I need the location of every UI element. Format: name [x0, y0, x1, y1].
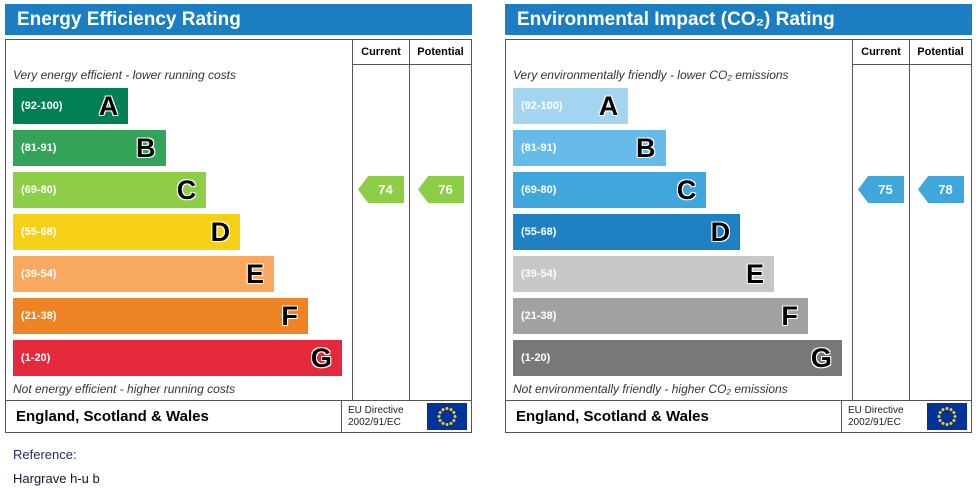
co2-potential-value: 78 [938, 182, 953, 197]
energy-band-b: (81-91) B [13, 130, 166, 166]
co2-bands-area: Very environmentally friendly - lower CO… [506, 40, 852, 400]
co2-band-b: (81-91) B [513, 130, 666, 166]
band-range-label: (55-68) [521, 226, 557, 238]
energy-current-column: Current 74 [352, 40, 409, 400]
band-letter: D [710, 216, 731, 247]
energy-potential-arrow: 76 [418, 176, 464, 203]
co2-top-caption: Very environmentally friendly - lower CO… [513, 68, 789, 82]
co2-rating-chart: Very environmentally friendly - lower CO… [505, 39, 972, 433]
band-range-label: (21-38) [21, 310, 57, 322]
co2-band-e: (39-54) E [513, 256, 775, 292]
current-column-header: Current [353, 40, 409, 65]
band-range-label: (1-20) [521, 352, 551, 364]
energy-band-g: (1-20) G [13, 340, 342, 376]
eu-flag-icon [427, 403, 467, 430]
energy-band-d: (55-68) D [13, 214, 241, 250]
co2-current-column: Current 75 [852, 40, 909, 400]
energy-current-arrow: 74 [358, 176, 404, 203]
eu-flag-icon [927, 403, 967, 430]
co2-panel-title: Environmental Impact (CO₂) Rating [505, 4, 972, 35]
band-letter: G [810, 342, 832, 373]
energy-chart-footer: England, Scotland & Wales EU Directive 2… [6, 400, 471, 432]
eu-directive-label: EU Directive 2002/91/EC [348, 404, 404, 428]
energy-panel-title: Energy Efficiency Rating [5, 4, 472, 35]
band-letter: D [210, 216, 231, 247]
reference-label: Reference: [13, 447, 77, 462]
band-range-label: (39-54) [21, 268, 57, 280]
band-range-label: (81-91) [521, 142, 557, 154]
band-range-label: (69-80) [521, 184, 557, 196]
co2-band-d: (55-68) D [513, 214, 741, 250]
co2-band-c: (69-80) C [513, 172, 707, 208]
band-range-label: (81-91) [21, 142, 57, 154]
band-letter: C [176, 174, 197, 205]
co2-current-arrow: 75 [858, 176, 904, 203]
region-label: England, Scotland & Wales [516, 408, 709, 425]
region-label: England, Scotland & Wales [16, 408, 209, 425]
energy-efficiency-panel: Energy Efficiency Rating Very energy eff… [5, 4, 472, 433]
environmental-impact-panel: Environmental Impact (CO₂) Rating Very e… [505, 4, 972, 433]
band-range-label: (1-20) [21, 352, 51, 364]
band-letter: B [636, 132, 656, 163]
band-letter: G [310, 342, 332, 373]
band-letter: A [598, 90, 619, 121]
energy-top-caption: Very energy efficient - lower running co… [13, 68, 236, 82]
co2-bottom-caption: Not environmentally friendly - higher CO… [513, 382, 788, 396]
band-letter: E [246, 258, 265, 289]
band-range-label: (21-38) [521, 310, 557, 322]
energy-rating-chart: Very energy efficient - lower running co… [5, 39, 472, 433]
co2-potential-column: Potential 78 [909, 40, 971, 400]
energy-potential-value: 76 [438, 182, 453, 197]
co2-band-f: (21-38) F [513, 298, 808, 334]
energy-bands-area: Very energy efficient - lower running co… [6, 40, 352, 400]
band-range-label: (92-100) [21, 100, 63, 112]
band-letter: E [746, 258, 765, 289]
band-range-label: (69-80) [21, 184, 57, 196]
co2-potential-arrow: 78 [918, 176, 964, 203]
potential-column-header: Potential [410, 40, 471, 65]
co2-chart-footer: England, Scotland & Wales EU Directive 2… [506, 400, 971, 432]
co2-current-value: 75 [878, 182, 893, 197]
energy-band-a: (92-100) A [13, 88, 129, 124]
energy-potential-column: Potential 76 [409, 40, 471, 400]
band-letter: C [676, 174, 697, 205]
band-letter: A [98, 90, 119, 121]
band-letter: F [281, 300, 298, 331]
energy-band-e: (39-54) E [13, 256, 275, 292]
potential-column-header: Potential [910, 40, 971, 65]
band-range-label: (55-68) [21, 226, 57, 238]
band-letter: B [136, 132, 156, 163]
reference-block: Reference: Hargrave h-u b [13, 447, 980, 486]
energy-bottom-caption: Not energy efficient - higher running co… [13, 382, 236, 396]
current-column-header: Current [853, 40, 909, 65]
band-range-label: (39-54) [521, 268, 557, 280]
energy-current-value: 74 [378, 182, 393, 197]
co2-band-g: (1-20) G [513, 340, 842, 376]
energy-band-c: (69-80) C [13, 172, 207, 208]
eu-directive-box: EU Directive 2002/91/EC [841, 401, 971, 432]
co2-band-a: (92-100) A [513, 88, 629, 124]
eu-directive-box: EU Directive 2002/91/EC [341, 401, 471, 432]
eu-directive-label: EU Directive 2002/91/EC [848, 404, 904, 428]
reference-value: Hargrave h-u b [13, 471, 100, 486]
band-letter: F [781, 300, 798, 331]
band-range-label: (92-100) [521, 100, 563, 112]
energy-band-f: (21-38) F [13, 298, 308, 334]
